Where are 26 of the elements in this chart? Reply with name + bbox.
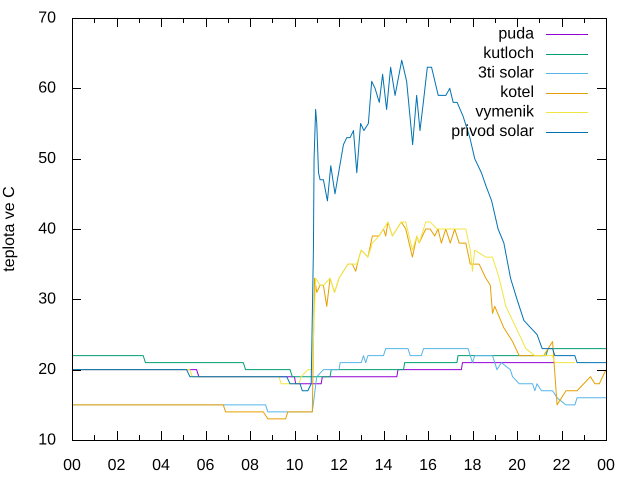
y-tick-label: 60	[38, 80, 56, 97]
legend-label: puda	[498, 25, 534, 42]
x-tick-label: 20	[508, 457, 526, 474]
x-tick-label: 08	[241, 457, 259, 474]
legend-label: vymenik	[475, 103, 535, 120]
x-tick-label: 00	[597, 457, 615, 474]
x-tick-label: 18	[464, 457, 482, 474]
legend-label: kotel	[500, 84, 534, 101]
y-tick-label: 20	[38, 361, 56, 378]
y-tick-label: 40	[38, 220, 56, 238]
y-tick-label: 30	[38, 290, 56, 308]
y-tick-label: 50	[38, 150, 56, 168]
x-tick-label: 14	[374, 457, 392, 474]
x-tick-label: 02	[108, 457, 126, 474]
x-tick-label: 00	[63, 457, 81, 474]
x-tick-label: 22	[552, 457, 570, 474]
x-tick-label: 06	[196, 457, 214, 474]
y-axis-title: teplota ve C	[1, 186, 18, 272]
x-tick-label: 04	[152, 457, 170, 474]
y-tick-label: 10	[38, 431, 56, 448]
y-tick-label: 70	[38, 9, 56, 26]
legend-label: kutloch	[483, 44, 534, 62]
x-tick-label: 10	[286, 457, 304, 474]
legend-label: 3ti solar	[478, 64, 535, 82]
x-tick-label: 16	[419, 457, 437, 474]
x-tick-label: 12	[330, 457, 348, 474]
